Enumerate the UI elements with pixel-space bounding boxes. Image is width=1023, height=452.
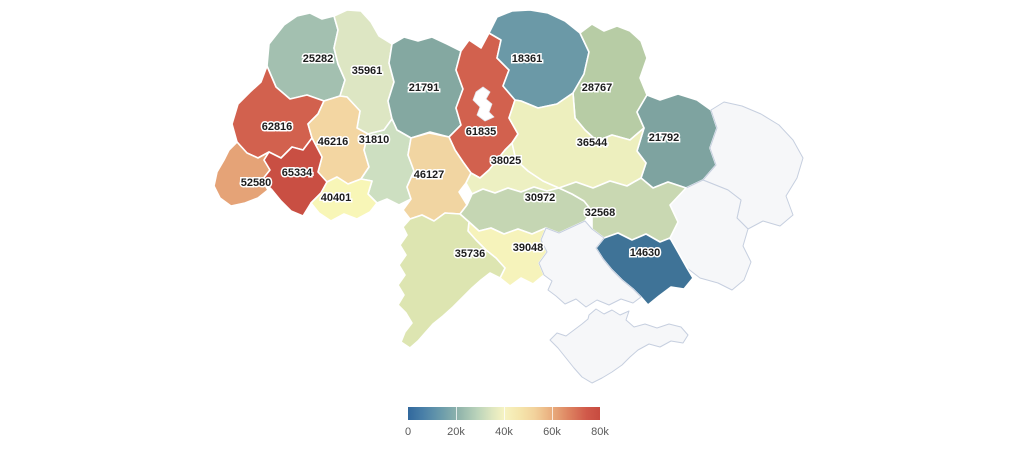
- label-cherkasy: 38025: [491, 155, 522, 167]
- region-odesa[interactable]: [397, 212, 506, 349]
- colorbar-tick-20k: 20k: [447, 426, 465, 438]
- colorbar-tick-60k: 60k: [543, 426, 561, 438]
- colorbar-tick-80k: 80k: [591, 426, 609, 438]
- colorbar-tick-40k: 40k: [495, 426, 513, 438]
- region-zakarpattia[interactable]: [213, 141, 271, 207]
- label-poltava: 36544: [577, 137, 608, 149]
- colorbar-tickline-40k: [504, 407, 505, 420]
- label-dnipropetrovsk: 32568: [585, 207, 616, 219]
- label-chernivtsi: 40401: [321, 192, 352, 204]
- colorbar-tick-0: 0: [404, 426, 412, 438]
- region-chernivtsi[interactable]: [310, 176, 378, 222]
- label-kyiv-oblast: 61835: [466, 126, 497, 138]
- label-ternopil: 46216: [318, 136, 349, 148]
- colorbar-tickline-60k: [552, 407, 553, 420]
- label-sumy: 28767: [582, 82, 613, 94]
- colorbar-tickline-20k: [456, 407, 457, 420]
- region-kyiv-city: [472, 86, 495, 122]
- label-khmelnytskyi: 31810: [359, 134, 390, 146]
- label-rivne: 35961: [352, 65, 383, 77]
- map-value-labels: 25282 35961 21791 61835 18361 28767 2179…: [239, 52, 681, 262]
- map-regions: [213, 9, 804, 384]
- label-vinnytsia: 46127: [414, 169, 445, 181]
- region-crimea: [549, 308, 689, 384]
- label-odesa: 35736: [455, 248, 486, 260]
- label-chernihiv: 18361: [512, 53, 543, 65]
- colorbar-gradient: [408, 407, 600, 420]
- label-zakarpattia: 52580: [241, 177, 272, 189]
- label-kharkiv: 21792: [649, 132, 680, 144]
- region-kherson: [538, 220, 642, 308]
- label-volyn: 25282: [303, 53, 334, 65]
- region-poltava[interactable]: [508, 92, 647, 189]
- label-zhytomyr: 21791: [409, 82, 440, 94]
- label-kirovohrad: 30972: [525, 192, 556, 204]
- region-khmelnytskyi[interactable]: [360, 118, 415, 206]
- region-dnipropetrovsk[interactable]: [558, 177, 687, 243]
- label-lviv: 62816: [262, 121, 293, 133]
- label-zaporizhzhia: 14630: [630, 247, 661, 259]
- label-mykolaiv: 39048: [513, 242, 544, 254]
- region-ivano-frankivsk[interactable]: [261, 137, 328, 217]
- label-ivano-frankivsk: 65334: [282, 167, 313, 179]
